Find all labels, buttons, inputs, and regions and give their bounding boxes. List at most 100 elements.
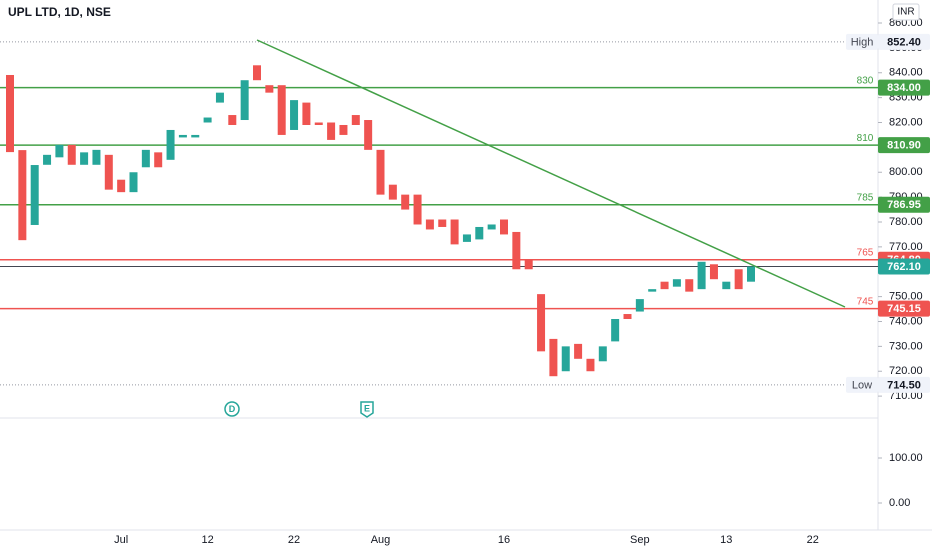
candle-body <box>228 115 237 125</box>
x-tick-label: Sep <box>630 534 650 546</box>
candle-body <box>672 279 681 287</box>
candle-body <box>314 122 323 125</box>
chart-title: UPL LTD, 1D, NSE <box>8 5 111 19</box>
candle-body <box>166 129 175 160</box>
candle-body <box>117 179 126 193</box>
candle-body <box>351 115 360 125</box>
candle-body <box>178 134 187 138</box>
candle-body <box>339 124 348 135</box>
candle-body <box>722 281 731 290</box>
candle-body <box>364 120 373 150</box>
currency: INR <box>897 7 914 18</box>
event-label: E <box>364 403 370 413</box>
x-tick-label: 22 <box>807 534 819 546</box>
x-tick-label: 12 <box>201 534 213 546</box>
y-tick-label: 710.00 <box>889 390 923 402</box>
candle-body <box>512 231 521 270</box>
event-label: D <box>229 404 236 414</box>
candle-body <box>30 165 39 225</box>
candle-body <box>413 194 422 225</box>
x-tick-label: 13 <box>720 534 732 546</box>
y-tick-label: 730.00 <box>889 340 923 352</box>
level-name: 745 <box>857 296 874 307</box>
candle-body <box>500 219 508 235</box>
candle-body <box>18 150 27 241</box>
high-badge-label: 852.40 <box>887 36 921 48</box>
y-tick-label: 0.00 <box>889 497 910 509</box>
candle-body <box>55 144 64 158</box>
candle-body <box>191 134 200 138</box>
low-badge-label: 714.50 <box>887 379 921 391</box>
x-tick-label: Jul <box>114 534 128 546</box>
candle-body <box>549 338 558 377</box>
currency-box <box>892 3 920 21</box>
level-name: 765 <box>857 247 874 258</box>
x-tick-label: Aug <box>371 534 391 546</box>
candle-body <box>586 358 595 372</box>
high-name-box <box>846 33 878 50</box>
candle-body <box>438 219 447 227</box>
candle-body <box>203 117 212 123</box>
candle-body <box>92 149 101 165</box>
candle-body <box>215 92 224 103</box>
candle-body <box>709 264 718 280</box>
event-earnings[interactable] <box>360 401 374 418</box>
candle-body <box>623 314 632 320</box>
y-tick-label: 800.00 <box>889 166 923 178</box>
candle-body <box>648 289 657 292</box>
level-badge-label: 810.90 <box>887 140 921 152</box>
candle-body <box>141 149 150 168</box>
candle-body <box>388 184 397 200</box>
x-tick-label: 22 <box>288 534 300 546</box>
candle-body <box>43 154 52 165</box>
y-tick-label: 740.00 <box>889 315 923 327</box>
level-badge <box>878 196 930 213</box>
y-tick-label: 780.00 <box>889 216 923 228</box>
high-badge <box>878 33 930 50</box>
low-badge <box>878 376 930 393</box>
candle-body <box>80 152 89 165</box>
candle-body <box>450 219 459 245</box>
overlay-layer: 830810785765745834.00810.90786.95764.807… <box>846 33 930 393</box>
low-name: Low <box>852 379 872 391</box>
y-tick-label: 820.00 <box>889 116 923 128</box>
candle-body <box>154 152 163 168</box>
x-tick-label: 16 <box>498 534 510 546</box>
candle-body <box>104 154 113 190</box>
candle-body <box>574 343 583 359</box>
candle-body <box>561 346 570 372</box>
candle-body <box>611 319 620 342</box>
last-price-badge-label: 762.10 <box>887 261 921 273</box>
candle-body <box>265 85 274 93</box>
level-badge <box>878 137 930 154</box>
candle-body <box>537 294 546 352</box>
event-dividend[interactable] <box>224 401 240 417</box>
candle-body <box>376 149 385 195</box>
candle-body <box>475 226 484 240</box>
candle-body <box>290 100 299 130</box>
candle-body <box>67 144 76 165</box>
y-tick-label: 770.00 <box>889 241 923 253</box>
candle-body <box>734 269 743 290</box>
level-badge-label: 786.95 <box>887 199 921 211</box>
trendline <box>256 39 846 308</box>
candle-body <box>302 102 311 125</box>
level-badge-label: 745.15 <box>887 303 921 315</box>
level-name: 810 <box>857 133 874 144</box>
y-tick-label: 100.00 <box>889 452 923 464</box>
candle-body <box>685 279 694 292</box>
candle-body <box>425 219 434 230</box>
last-price-badge <box>878 258 930 275</box>
candle-body <box>277 85 286 135</box>
candle-body <box>635 299 644 312</box>
candle-body <box>129 172 138 193</box>
candle-body <box>327 122 336 140</box>
candle-body <box>524 259 533 270</box>
high-name: High <box>851 36 874 48</box>
level-badge <box>878 79 930 96</box>
candle-body <box>487 224 496 230</box>
y-tick-label: 840.00 <box>889 67 923 79</box>
candle-body <box>660 281 669 290</box>
